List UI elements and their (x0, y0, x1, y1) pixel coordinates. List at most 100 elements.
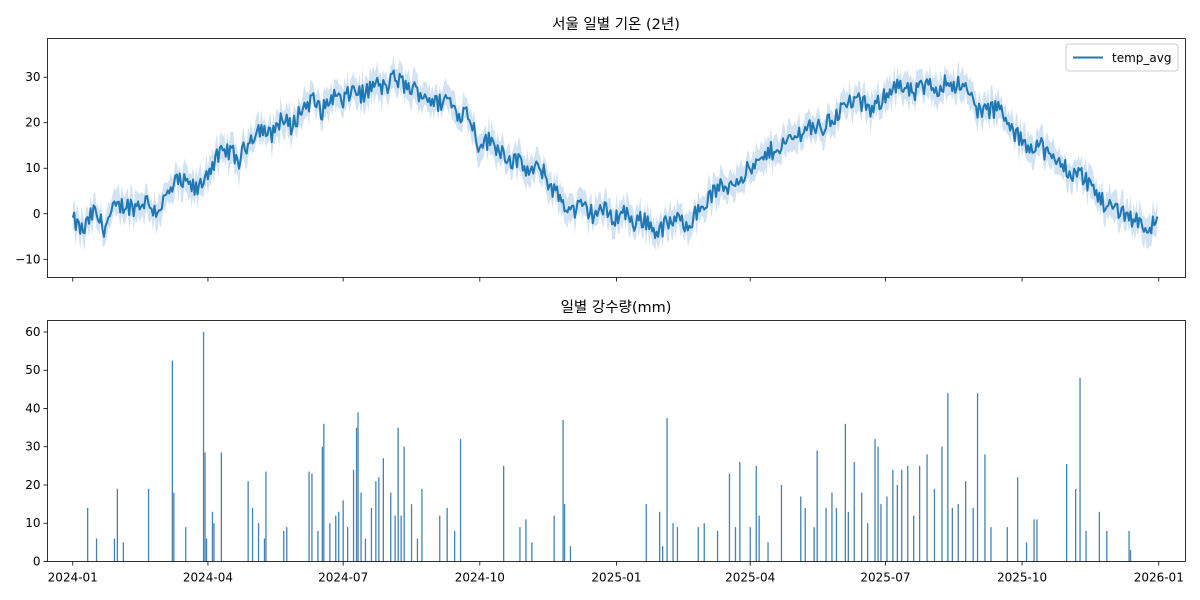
precipitation-bar (1066, 464, 1068, 562)
precipitation-bar (886, 496, 888, 562)
precipitation-bar (531, 542, 533, 562)
precipitation-x-axis: 2024-01 2024-04 2024-07 2024-10 2025-01 2025-… (48, 561, 1184, 585)
precipitation-bar (213, 523, 215, 562)
precipitation-bar (847, 511, 849, 562)
precipitation-bar (265, 471, 267, 562)
precipitation-bar (352, 469, 355, 562)
precipitation-bar (116, 488, 118, 562)
precipitation-bar (645, 504, 647, 562)
precipitation-bar (813, 527, 815, 562)
precipitation-bar (990, 527, 992, 562)
precipitation-bar (1025, 542, 1028, 562)
precipitation-bar (816, 450, 818, 562)
precipitation-bar (370, 507, 373, 562)
precipitation-bar (308, 471, 310, 562)
temperature-y-tick-label: −10 (15, 252, 40, 266)
precipitation-y-tick-label: 0 (33, 555, 41, 569)
precipitation-bar (394, 515, 396, 562)
temperature-y-tick-label: 30 (25, 70, 40, 84)
precipitation-bar (913, 515, 915, 562)
precipitation-bar (347, 527, 349, 562)
precipitation-bar (926, 454, 928, 562)
precipitation-x-tick-label: 2025-07 (860, 571, 910, 585)
precipitation-x-tick-label: 2024-01 (48, 571, 98, 585)
precipitation-bar (767, 542, 769, 562)
temperature-y-tick-label: 0 (33, 207, 41, 221)
legend: temp_avg (1065, 43, 1179, 72)
precipitation-bar (342, 500, 344, 562)
precipitation-bar (382, 458, 384, 562)
precipitation-bar (87, 507, 89, 562)
precipitation-bar (1106, 530, 1108, 562)
precipitation-bar (877, 446, 879, 562)
precipitation-bar (1036, 519, 1038, 562)
precipitation-bar (739, 462, 741, 562)
precipitation-bar (317, 530, 319, 562)
precipitation-bar (703, 523, 705, 562)
precipitation-bar (1017, 477, 1019, 562)
precipitation-bar (697, 527, 699, 562)
precipitation-bar (421, 488, 423, 562)
precipitation-bar (185, 527, 187, 562)
precipitation-bar (95, 538, 98, 562)
temperature-x-axis (72, 277, 1160, 282)
precipitation-bar (1128, 530, 1130, 562)
precipitation-bar (892, 469, 894, 562)
precipitation-bar (972, 507, 974, 562)
precipitation-bar (672, 523, 674, 562)
precipitation-bar (375, 481, 377, 562)
precipitation-bar (1079, 377, 1081, 562)
precipitation-bar (459, 439, 462, 562)
precipitation-bar (825, 507, 827, 562)
precipitation-y-tick-label: 30 (25, 440, 40, 454)
precipitation-y-tick-label: 60 (25, 325, 40, 339)
precipitation-chart-title: 일별 강수량(mm) (561, 299, 672, 316)
precipitation-bar (780, 485, 783, 562)
precipitation-bar (965, 481, 967, 562)
precipitation-bar (749, 527, 751, 562)
precipitation-bar (957, 504, 959, 562)
precipitation-bar (360, 492, 362, 562)
precipitation-bar (835, 507, 838, 562)
precipitation-x-tick-label: 2024-10 (455, 571, 505, 585)
precipitation-bar (321, 446, 323, 562)
precipitation-bar (867, 523, 869, 562)
precipitation-bar (390, 492, 392, 562)
temperature-y-tick-label: 20 (25, 116, 40, 130)
precipitation-bar (311, 473, 313, 562)
precipitation-bar (323, 423, 325, 562)
precipitation-x-tick-label: 2025-04 (725, 571, 775, 585)
temperature-plot-frame (47, 38, 1186, 278)
precipitation-x-tick-label: 2024-07 (318, 571, 368, 585)
precipitation-bar (1129, 550, 1132, 562)
precipitation-bar (329, 523, 331, 562)
precipitation-bar (933, 488, 936, 562)
precipitation-bar (1075, 488, 1077, 562)
precipitation-bar (439, 515, 441, 562)
legend-label-temp-avg: temp_avg (1112, 51, 1171, 65)
precipitation-bar (880, 504, 882, 562)
precipitation-bar (901, 469, 903, 562)
precipitation-bar (220, 452, 222, 562)
precipitation-y-tick-label: 20 (25, 478, 40, 492)
precipitation-y-tick-label: 50 (25, 363, 40, 377)
precipitation-bar (113, 538, 116, 562)
temperature-panel: 서울 일별 기온 (2년) −10 0 10 20 30 temp_avg (15, 16, 1186, 282)
precipitation-bar (563, 504, 566, 562)
precipitation-bar (378, 477, 380, 562)
precipitation-y-tick-label: 10 (25, 516, 40, 530)
legend-box (1065, 43, 1179, 72)
precipitation-bar (173, 492, 175, 562)
precipitation-bar (247, 481, 249, 562)
precipitation-series (87, 332, 1132, 562)
precipitation-bar (562, 420, 564, 562)
precipitation-bar (397, 427, 399, 562)
precipitation-bar (202, 332, 205, 562)
precipitation-bar (403, 446, 405, 562)
precipitation-x-tick-label: 2024-04 (183, 571, 233, 585)
precipitation-bar (676, 527, 679, 562)
precipitation-bar (171, 360, 173, 562)
precipitation-bar (666, 418, 668, 562)
